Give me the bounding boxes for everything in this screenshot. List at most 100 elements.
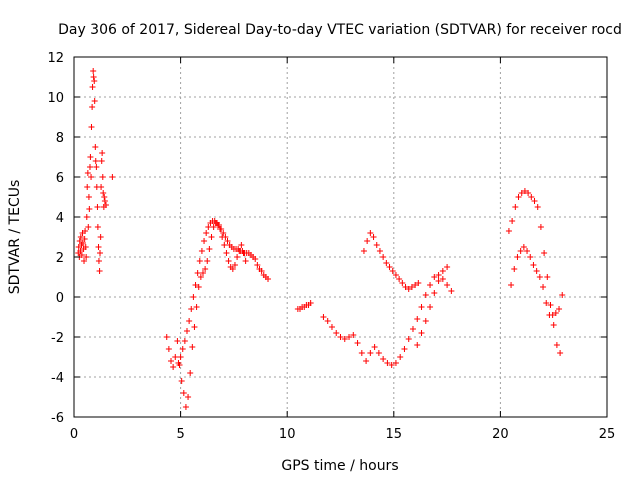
axis-ticks [73, 56, 608, 418]
data-point [367, 350, 374, 356]
data-point [76, 238, 83, 244]
data-point [81, 258, 88, 264]
y-tick-label: 2 [56, 251, 64, 266]
data-point [195, 284, 202, 290]
data-point [537, 224, 544, 230]
data-point [187, 370, 194, 376]
data-point [91, 78, 98, 84]
data-point [540, 284, 547, 290]
data-point [543, 300, 550, 306]
data-point [405, 286, 412, 292]
data-point [346, 334, 353, 340]
data-point [373, 242, 380, 248]
data-point [222, 234, 229, 240]
data-point [98, 184, 105, 190]
data-point [553, 342, 560, 348]
series-sat-a [75, 68, 116, 274]
data-point [177, 354, 184, 360]
data-point [414, 316, 421, 322]
data-point [386, 264, 393, 270]
data-point [190, 294, 197, 300]
data-point [511, 266, 518, 272]
data-point [203, 230, 210, 236]
data-point [409, 326, 416, 332]
data-point [194, 270, 201, 276]
data-point [422, 292, 429, 298]
data-point [85, 224, 92, 230]
series-sat-e [320, 272, 455, 368]
y-tick-label: 8 [56, 131, 64, 146]
data-point [77, 234, 84, 240]
data-point [521, 188, 528, 194]
data-point [396, 276, 403, 282]
data-point [205, 224, 212, 230]
data-point [559, 292, 566, 298]
data-point [109, 174, 116, 180]
data-point [83, 254, 90, 260]
data-point [533, 268, 540, 274]
data-point [224, 238, 231, 244]
data-point [188, 306, 195, 312]
data-point [193, 304, 200, 310]
plot-frame [73, 56, 608, 418]
data-point [178, 378, 185, 384]
data-point [90, 68, 97, 74]
data-point [360, 248, 367, 254]
data-point [370, 234, 377, 240]
data-point [102, 202, 109, 208]
data-point [89, 104, 96, 110]
data-point [252, 256, 259, 262]
data-point [95, 258, 102, 264]
data-point [92, 144, 99, 150]
x-tick-label: 20 [492, 427, 509, 442]
data-point [517, 248, 524, 254]
data-point [242, 258, 249, 264]
data-point [509, 218, 516, 224]
data-point [541, 250, 548, 256]
y-tick-label: -4 [51, 371, 64, 386]
data-point [91, 98, 98, 104]
data-point [198, 248, 205, 254]
x-tick-label: 10 [279, 427, 296, 442]
data-point [375, 350, 382, 356]
data-point [81, 236, 88, 242]
series-sat-h [505, 188, 564, 356]
data-point [99, 150, 106, 156]
series-sat-i [508, 244, 566, 318]
data-point [536, 274, 543, 280]
data-point [354, 340, 361, 346]
data-point [383, 260, 390, 266]
data-point [512, 204, 519, 210]
data-point [547, 302, 554, 308]
data-point [87, 154, 94, 160]
data-point [191, 324, 198, 330]
x-tick-label: 15 [386, 427, 403, 442]
data-point [174, 338, 181, 344]
data-point [337, 334, 344, 340]
data-point [225, 258, 232, 264]
series-sat-g [414, 264, 451, 348]
data-point [185, 394, 192, 400]
data-point [320, 314, 327, 320]
data-point [172, 354, 179, 360]
data-point [405, 336, 412, 342]
y-tick-label: 12 [47, 51, 64, 66]
data-point [389, 268, 396, 274]
data-point [524, 248, 531, 254]
data-point [418, 330, 425, 336]
data-point [84, 170, 91, 176]
data-point [94, 224, 101, 230]
x-axis-title: GPS time / hours [281, 458, 398, 474]
data-point [196, 258, 203, 264]
data-point [100, 190, 107, 196]
data-point [94, 204, 101, 210]
data-point [544, 274, 551, 280]
data-point [254, 262, 261, 268]
data-point [444, 264, 451, 270]
data-point [229, 266, 236, 272]
data-point [186, 318, 193, 324]
data-point [427, 282, 434, 288]
data-point [221, 242, 228, 248]
y-axis-title: SDTVAR / TECUs [7, 180, 23, 295]
